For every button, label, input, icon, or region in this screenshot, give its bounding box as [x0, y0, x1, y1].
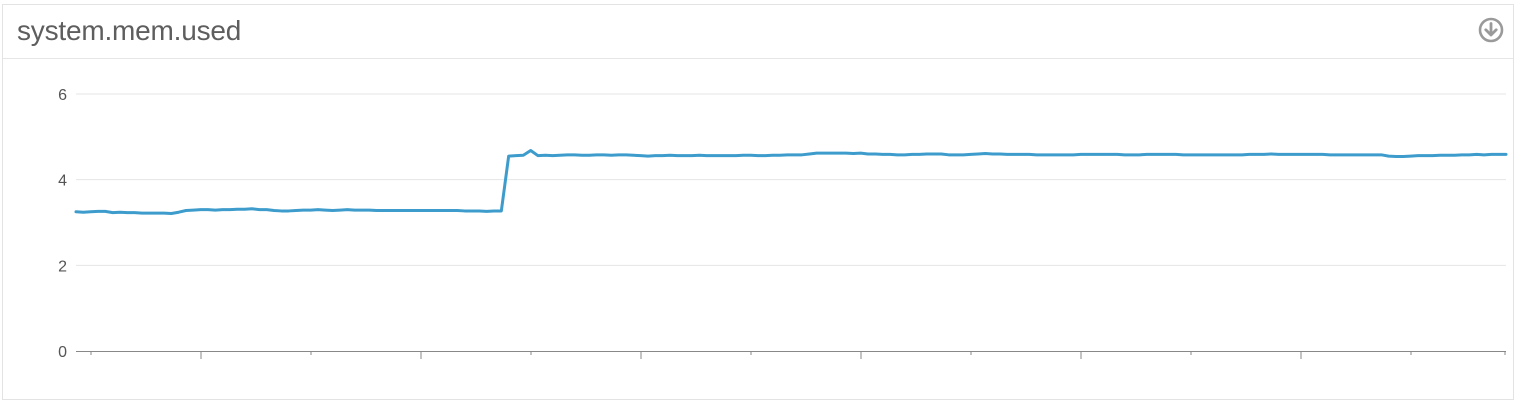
line-chart: 0 2 4 6 [58, 87, 1508, 361]
metric-widget: system.mem.used 0 2 4 6 [2, 4, 1514, 400]
y-tick-label: 4 [58, 173, 67, 190]
x-axis [76, 351, 1506, 359]
widget-header: system.mem.used [3, 5, 1513, 59]
y-axis-labels: 0 2 4 6 [58, 87, 67, 361]
download-circle-icon[interactable] [1477, 16, 1505, 44]
series-layer [74, 149, 1508, 215]
y-tick-label: 6 [58, 87, 67, 104]
chart-area: 0 2 4 6 [3, 59, 1515, 399]
gridlines [76, 93, 1506, 266]
y-tick-label: 0 [58, 344, 67, 361]
widget-title: system.mem.used [17, 15, 242, 46]
y-tick-label: 2 [58, 258, 67, 275]
series-line [74, 149, 1508, 215]
